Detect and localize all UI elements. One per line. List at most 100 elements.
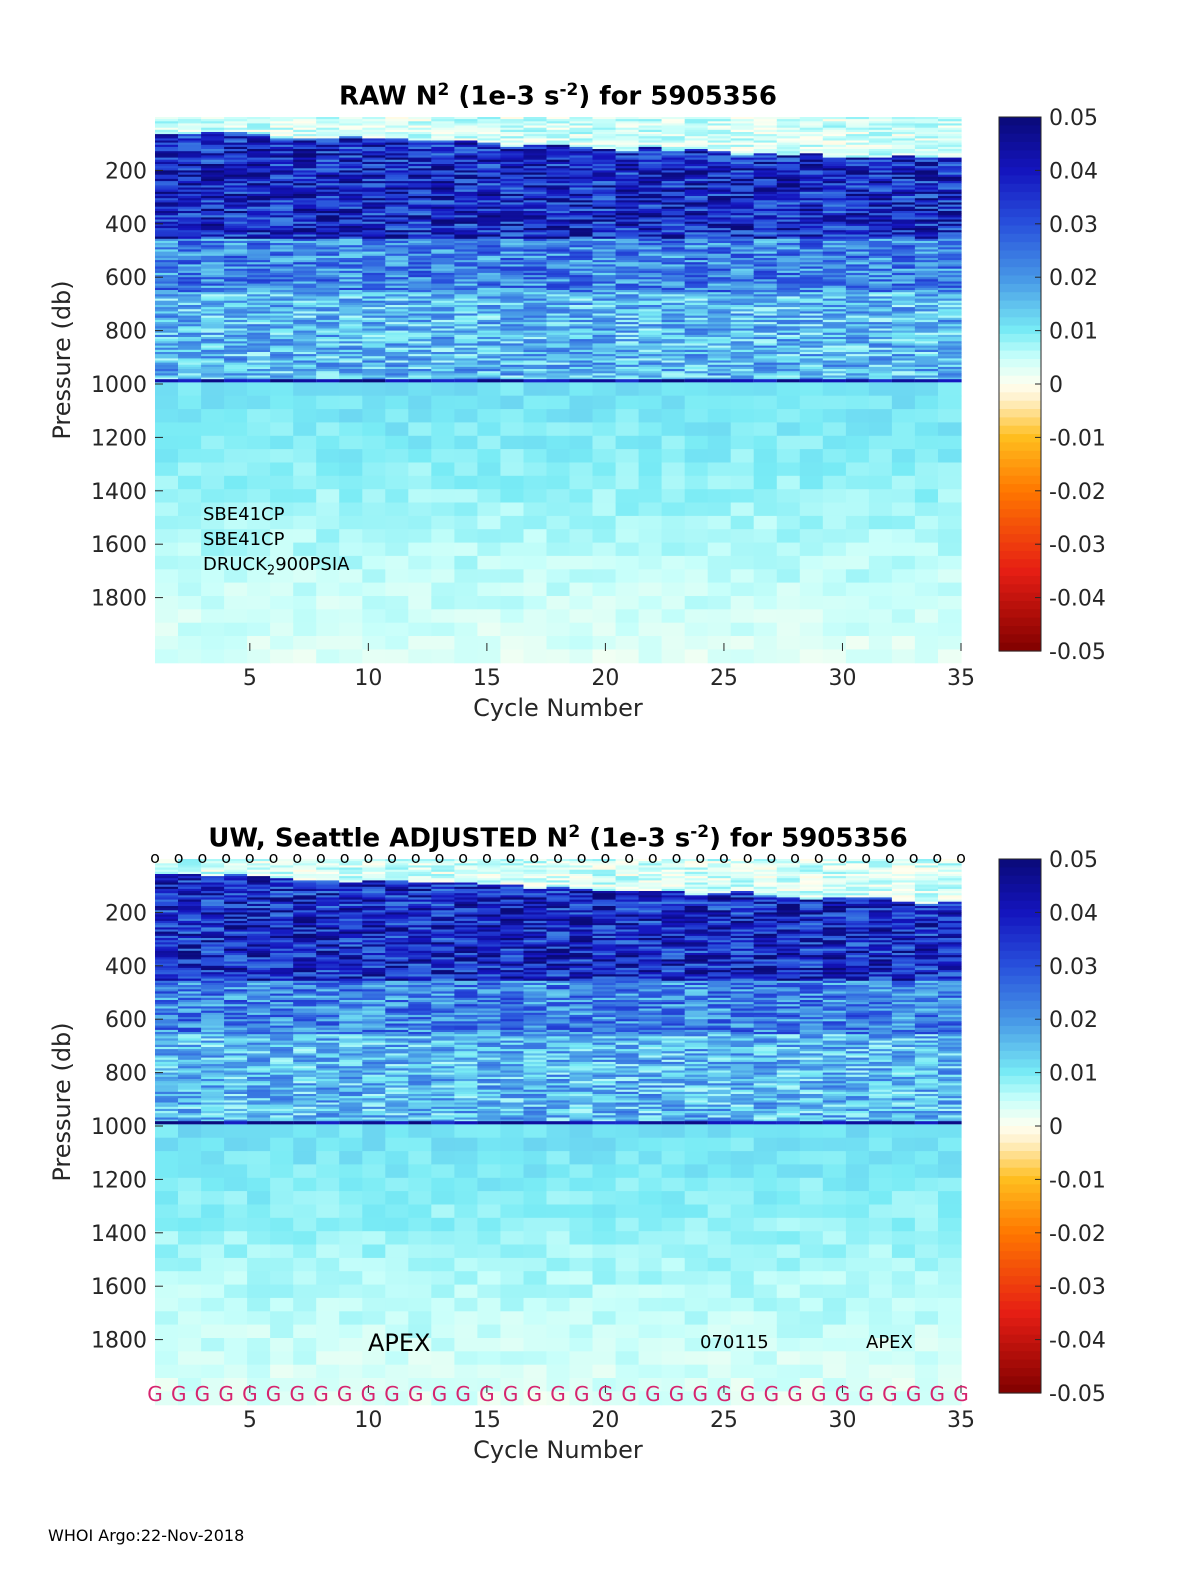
heatmap-cell [408, 221, 432, 225]
heatmap-cell [477, 349, 501, 353]
heatmap-cell [615, 174, 640, 178]
heatmap-cell [408, 123, 432, 127]
heatmap-cell [684, 569, 709, 584]
heatmap-cell [753, 138, 778, 142]
heatmap-cell [316, 136, 340, 139]
heatmap-cell [293, 183, 317, 186]
heatmap-cell [523, 266, 548, 270]
heatmap-cell [477, 134, 501, 137]
heatmap-cell [224, 281, 248, 285]
heatmap-cell [477, 277, 501, 280]
heatmap-cell [270, 311, 294, 315]
heatmap-cell [362, 123, 386, 127]
heatmap-cell [247, 151, 271, 154]
heatmap-cell [224, 249, 248, 253]
heatmap-cell [339, 311, 363, 315]
heatmap-cell [730, 183, 755, 186]
heatmap-cell [638, 221, 663, 225]
heatmap-cell [592, 151, 617, 154]
heatmap-cell [523, 234, 548, 238]
heatmap-cell [661, 228, 686, 231]
heatmap-cell [293, 123, 317, 127]
heatmap-cell [178, 409, 202, 423]
heatmap-cell [155, 208, 179, 212]
heatmap-cell [753, 168, 778, 171]
heatmap-cell [684, 515, 709, 530]
heatmap-cell [592, 287, 617, 291]
heatmap-cell [523, 144, 548, 148]
heatmap-cell [684, 582, 709, 597]
heatmap-cell [247, 228, 271, 231]
heatmap-cell [523, 279, 548, 282]
heatmap-cell [500, 253, 524, 257]
heatmap-cell [546, 307, 571, 310]
heatmap-cell [408, 247, 432, 250]
heatmap-cell [753, 395, 778, 410]
heatmap-cell [638, 305, 663, 308]
heatmap-cell [938, 155, 962, 159]
heatmap-cell [938, 134, 962, 137]
heatmap-cell [201, 151, 225, 154]
heatmap-cell [638, 371, 663, 374]
heatmap-cell [408, 159, 432, 163]
heatmap-cell [224, 270, 248, 274]
heatmap-cell [293, 264, 317, 268]
heatmap-cell [684, 311, 709, 315]
heatmap-cell [569, 155, 594, 159]
heatmap-cell [500, 117, 524, 120]
heatmap-cell [776, 125, 801, 129]
heatmap-cell [707, 159, 732, 163]
heatmap-cell [730, 262, 755, 265]
heatmap-cell [201, 596, 225, 610]
heatmap-cell [316, 369, 340, 372]
heatmap-cell [684, 234, 709, 238]
heatmap-cell [891, 347, 916, 351]
heatmap-cell [500, 622, 524, 637]
heatmap-cell [615, 360, 640, 364]
heatmap-cell [408, 208, 432, 212]
heatmap-cell [339, 354, 363, 357]
heatmap-cell [224, 240, 248, 244]
heatmap-cell [224, 117, 248, 120]
heatmap-cell [293, 339, 317, 342]
heatmap-cell [845, 555, 870, 570]
heatmap-cell [385, 275, 409, 278]
heatmap-cell [316, 146, 340, 150]
heatmap-cell [339, 266, 363, 270]
heatmap-cell [914, 489, 939, 504]
heatmap-cell [293, 225, 317, 229]
heatmap-cell [546, 294, 571, 297]
heatmap-cell [408, 529, 432, 544]
heatmap-cell [891, 174, 916, 178]
heatmap-cell [638, 475, 663, 490]
heatmap-cell [270, 144, 294, 148]
heatmap-cell [178, 183, 202, 186]
heatmap-cell [891, 277, 916, 280]
heatmap-cell [776, 305, 801, 308]
heatmap-cell [730, 264, 755, 268]
heatmap-cell [868, 153, 893, 156]
heatmap-cell [845, 283, 870, 287]
heatmap-cell [914, 134, 939, 137]
heatmap-cell [615, 204, 640, 208]
heatmap-cell [569, 247, 594, 250]
heatmap-cell [155, 277, 179, 280]
heatmap-cell [592, 317, 617, 321]
heatmap-cell [454, 366, 478, 370]
heatmap-cell [454, 172, 478, 176]
heatmap-cell [178, 382, 202, 397]
heatmap-cell [776, 262, 801, 265]
heatmap-cell [270, 117, 294, 120]
heatmap-cell [500, 268, 524, 272]
heatmap-cell [776, 275, 801, 278]
heatmap-cell [730, 364, 755, 368]
heatmap-cell [247, 636, 271, 650]
heatmap-cell [523, 146, 548, 150]
heatmap-cell [822, 157, 847, 161]
heatmap-cell [707, 298, 732, 302]
heatmap-cell [201, 475, 225, 490]
heatmap-cell [638, 219, 663, 223]
heatmap-cell [224, 187, 248, 191]
heatmap-cell [822, 636, 847, 650]
heatmap-cell [224, 166, 248, 169]
